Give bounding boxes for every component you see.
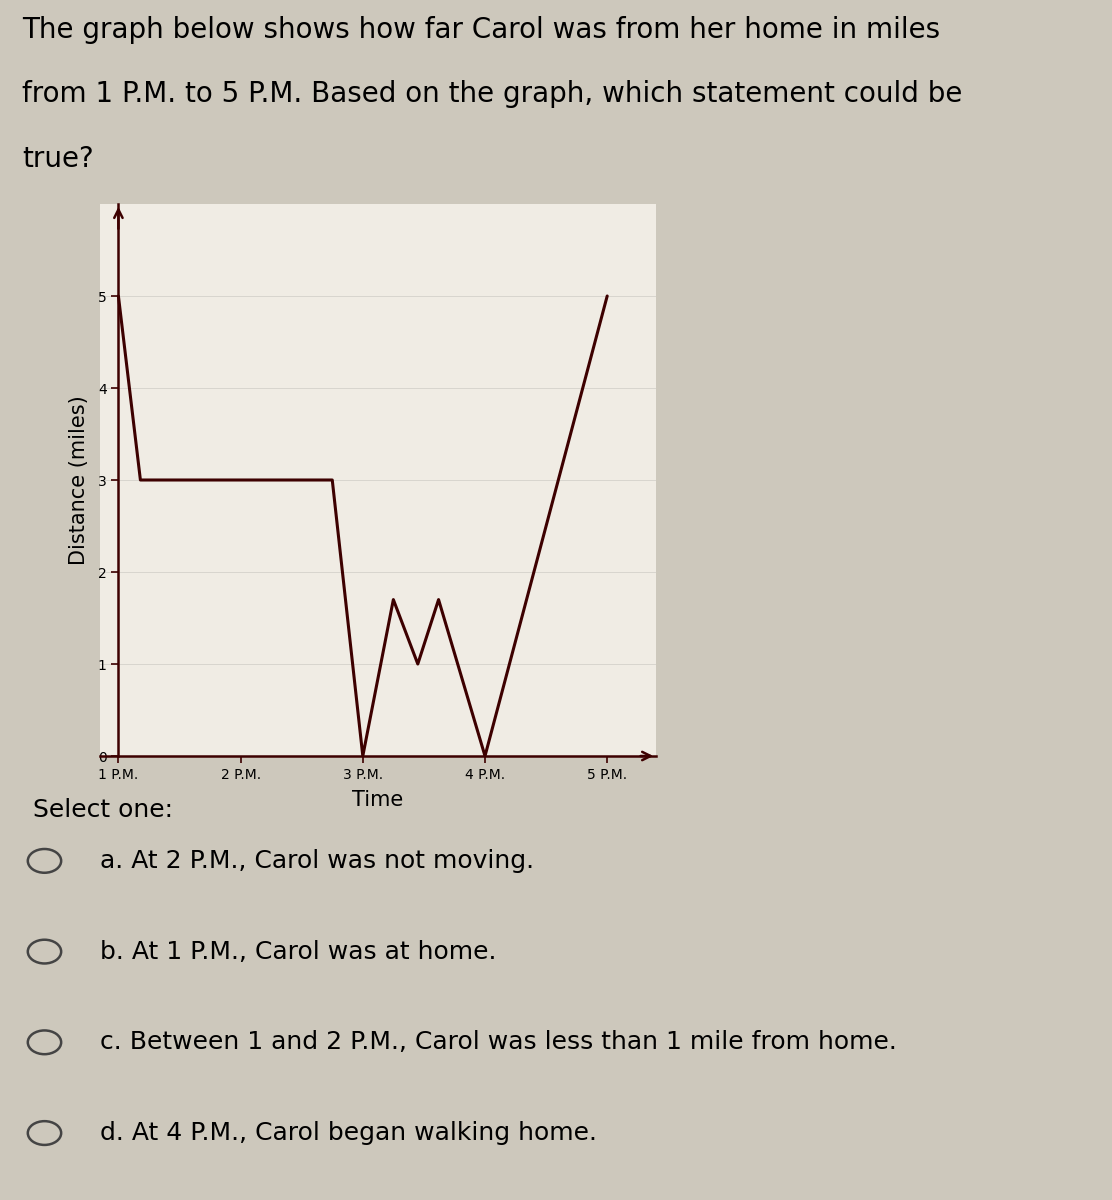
Text: b. At 1 P.M., Carol was at home.: b. At 1 P.M., Carol was at home. bbox=[100, 940, 497, 964]
Text: The graph below shows how far Carol was from her home in miles: The graph below shows how far Carol was … bbox=[22, 16, 940, 43]
X-axis label: Time: Time bbox=[353, 790, 404, 810]
Y-axis label: Distance (miles): Distance (miles) bbox=[69, 395, 89, 565]
Text: c. Between 1 and 2 P.M., Carol was less than 1 mile from home.: c. Between 1 and 2 P.M., Carol was less … bbox=[100, 1031, 897, 1055]
Text: a. At 2 P.M., Carol was not moving.: a. At 2 P.M., Carol was not moving. bbox=[100, 848, 534, 872]
Text: true?: true? bbox=[22, 145, 93, 173]
Text: from 1 P.M. to 5 P.M. Based on the graph, which statement could be: from 1 P.M. to 5 P.M. Based on the graph… bbox=[22, 80, 962, 108]
Text: d. At 4 P.M., Carol began walking home.: d. At 4 P.M., Carol began walking home. bbox=[100, 1121, 597, 1145]
Text: Select one:: Select one: bbox=[33, 798, 173, 822]
